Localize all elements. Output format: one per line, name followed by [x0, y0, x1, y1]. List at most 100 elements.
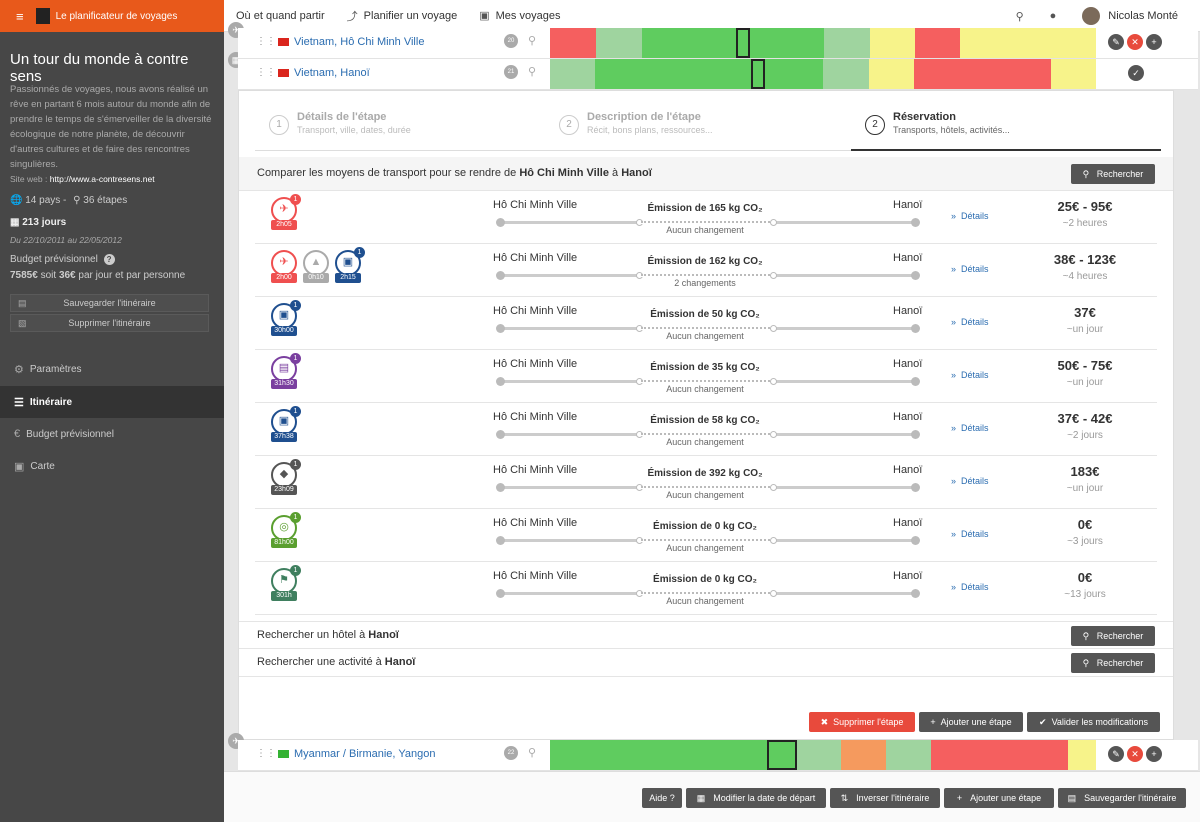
pin-icon[interactable]: ⚲	[528, 35, 537, 47]
edit-icon[interactable]: ✎	[1108, 746, 1124, 762]
route-dot	[770, 537, 777, 544]
validate-button[interactable]: ✔ Valider les modifications	[1027, 712, 1160, 732]
transport-row[interactable]: ◎ 81h00 1 Hô Chi Minh Ville Hanoï Émission de…	[255, 509, 1157, 562]
drag-handle-icon[interactable]: ⋮⋮	[256, 67, 276, 78]
transport-row[interactable]: ⚑ 301h 1 Hô Chi Minh Ville Hanoï Émission de …	[255, 562, 1157, 615]
emission-text: Émission de 0 kg CO₂	[653, 574, 757, 585]
search-hotel-button[interactable]: ⚲ Rechercher	[1071, 626, 1155, 646]
globe-icon[interactable]: ●	[1049, 10, 1057, 22]
duration-badge: 23h09	[271, 485, 297, 495]
search-icon: ⚲	[1082, 658, 1090, 668]
step-description[interactable]: 2 Description de l'étape Récit, bons plan…	[559, 111, 713, 135]
stage-row[interactable]: ⋮⋮ Vietnam, Hanoï 21 ⚲ ✓	[238, 59, 1198, 90]
search-label: Rechercher	[1096, 658, 1144, 668]
pin-icon[interactable]: ⚲	[528, 66, 537, 78]
budget-line: 7585€ soit 36€ par jour et par personne	[10, 270, 185, 281]
weather-segment	[870, 28, 915, 58]
transport-row[interactable]: ✈ 2h00 ▲ 0h10 ▣ 2h15 1 Hô Chi Minh Ville Hanoï Ém…	[255, 244, 1157, 297]
stage-row[interactable]: ⋮⋮ Myanmar / Birmanie, Yangon 22 ⚲ ✎ ✕ +	[238, 740, 1198, 771]
stage-city[interactable]: Myanmar / Birmanie, Yangon	[294, 748, 436, 760]
emission-text: Émission de 162 kg CO₂	[647, 256, 763, 267]
details-link[interactable]: » Détails	[951, 264, 989, 274]
stage-city[interactable]: Vietnam, Hô Chi Minh Ville	[294, 36, 425, 48]
nav-ou-et-quand-partir[interactable]: Où et quand partir	[236, 10, 325, 22]
nav-label: Où et quand partir	[236, 9, 325, 22]
details-link[interactable]: » Détails	[951, 476, 989, 486]
close-icon[interactable]: ✕	[1127, 34, 1143, 50]
nav-mes-voyages[interactable]: ▣ Mes voyages	[479, 9, 560, 23]
transport-row[interactable]: ◆ 23h09 1 Hô Chi Minh Ville Hanoï Émission de…	[255, 456, 1157, 509]
add-stage-bottom-button[interactable]: + Ajouter une étape	[944, 788, 1054, 808]
weather-segment	[550, 28, 596, 58]
drag-handle-icon[interactable]: ⋮⋮	[256, 748, 276, 759]
add-stage-button[interactable]: + Ajouter une étape	[919, 712, 1023, 732]
transport-row[interactable]: ▣ 37h38 1 Hô Chi Minh Ville Hanoï Émission de…	[255, 403, 1157, 456]
weather-segment	[550, 59, 595, 89]
close-icon[interactable]: ✕	[1127, 746, 1143, 762]
change-date-button[interactable]: ▦ Modifier la date de départ	[686, 788, 826, 808]
weather-segment	[931, 740, 1068, 770]
edit-icon[interactable]: ✎	[1108, 34, 1124, 50]
brand-bar[interactable]: ≡ Le planificateur de voyages	[0, 0, 224, 32]
duration-badge: 31h30	[271, 379, 297, 389]
details-link[interactable]: » Détails	[951, 582, 989, 592]
transport-row[interactable]: ▤ 31h30 1 Hô Chi Minh Ville Hanoï Émission de…	[255, 350, 1157, 403]
stage-city[interactable]: Vietnam, Hanoï	[294, 67, 370, 79]
save-bottom-button[interactable]: ▤ Sauvegarder l'itinéraire	[1058, 788, 1186, 808]
plus-icon: +	[930, 717, 936, 727]
help-icon[interactable]: ?	[103, 254, 115, 265]
map-icon: ▣	[479, 10, 490, 22]
route-from: Hô Chi Minh Ville	[493, 411, 578, 423]
delete-itinerary-button[interactable]: ▧ Supprimer l'itinéraire	[10, 314, 209, 332]
details-link[interactable]: » Détails	[951, 370, 989, 380]
search-transport-button[interactable]: ⚲ Rechercher	[1071, 164, 1155, 184]
help-button[interactable]: Aide ?	[642, 788, 682, 808]
sidebar-item-budget[interactable]: € Budget prévisionnel	[0, 418, 224, 450]
stage-number: 20	[504, 34, 518, 48]
sidebar-item-parametres[interactable]: ⚙ Paramètres	[0, 353, 224, 385]
emission-text: Émission de 392 kg CO₂	[647, 468, 763, 479]
search-activity-button[interactable]: ⚲ Rechercher	[1071, 653, 1155, 673]
validate-label: Valider les modifications	[1051, 717, 1148, 727]
pin-icon[interactable]: ⚲	[528, 747, 537, 759]
stage-row[interactable]: ⋮⋮ Vietnam, Hô Chi Minh Ville 20 ⚲ ✎ ✕ +	[238, 28, 1198, 59]
step-details[interactable]: 1 Détails de l'étape Transport, ville, da…	[269, 111, 411, 135]
chevron-down-icon: »	[951, 423, 957, 433]
menu-toggle-icon[interactable]: ≡	[16, 8, 24, 24]
delete-stage-button[interactable]: ✖ Supprimer l'étape	[809, 712, 915, 732]
sidebar-item-itineraire[interactable]: ☰ Itinéraire	[0, 386, 224, 418]
plus-icon[interactable]: +	[1146, 34, 1162, 50]
save-itinerary-button[interactable]: ▤ Sauvegarder l'itinéraire	[10, 294, 209, 312]
count-badge: 1	[290, 353, 301, 364]
user-name[interactable]: Nicolas Monté	[1108, 10, 1178, 22]
weather-segment	[1051, 59, 1096, 89]
details-link[interactable]: » Détails	[951, 211, 989, 221]
plus-icon[interactable]: +	[1146, 746, 1162, 762]
reverse-itinerary-button[interactable]: ⇅ Inverser l'itinéraire	[830, 788, 940, 808]
route-dot	[496, 483, 505, 492]
price: 37€	[1074, 305, 1096, 320]
route-dot	[770, 484, 777, 491]
drag-handle-icon[interactable]: ⋮⋮	[256, 36, 276, 47]
route-dot	[770, 219, 777, 226]
nav-planifier-un-voyage[interactable]: ⤴ Planifier un voyage	[347, 8, 458, 24]
transport-row[interactable]: ▣ 30h00 1 Hô Chi Minh Ville Hanoï Émission de…	[255, 297, 1157, 350]
details-link[interactable]: » Détails	[951, 529, 989, 539]
transport-row[interactable]: ✈ 2h05 1 Hô Chi Minh Ville Hanoï Émission de …	[255, 191, 1157, 244]
website-link[interactable]: http://www.a-contresens.net	[49, 174, 155, 184]
step-reservation[interactable]: 2 Réservation Transports, hôtels, activit…	[865, 111, 1010, 135]
step-title: Description de l'étape	[587, 111, 701, 123]
check-icon[interactable]: ✓	[1128, 65, 1144, 81]
travel-duration: ~2 heures	[1062, 218, 1108, 229]
sidebar-item-carte[interactable]: ▣ Carte	[0, 450, 224, 482]
avatar[interactable]	[1082, 7, 1101, 25]
search-icon[interactable]: ⚲	[1015, 10, 1024, 23]
help-label: Aide ?	[649, 793, 675, 803]
logo-icon	[35, 8, 50, 24]
details-link[interactable]: » Détails	[951, 317, 989, 327]
route-to: Hanoï	[893, 199, 923, 211]
budget-mid: soit	[40, 270, 57, 281]
details-link[interactable]: » Détails	[951, 423, 989, 433]
sort-icon: ⇅	[840, 793, 849, 803]
close-icon: ✖	[820, 717, 829, 727]
